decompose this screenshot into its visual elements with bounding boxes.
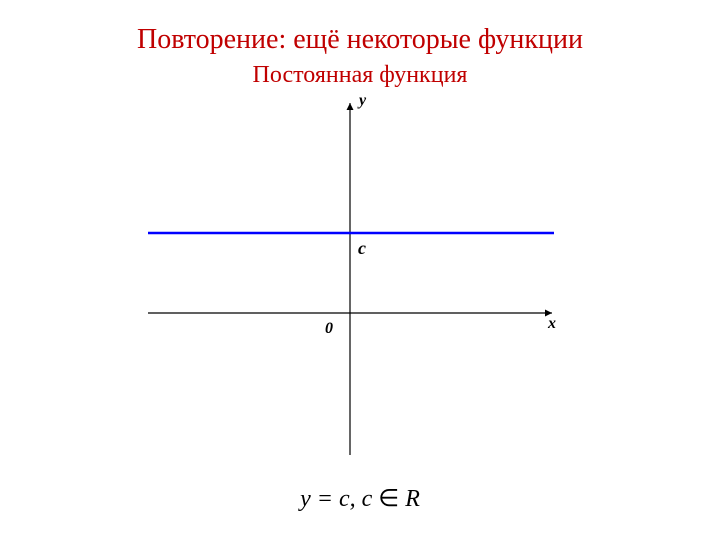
constant-c-label: c (358, 238, 366, 259)
formula-elem-symbol: ∈ (378, 486, 399, 512)
page-title: Повторение: ещё некоторые функции (0, 24, 720, 56)
formula-part-3: R (399, 486, 420, 512)
formula-part-1: y = c, c (300, 486, 378, 512)
x-axis-label: x (548, 315, 556, 333)
y-axis-label: y (359, 92, 366, 110)
chart-svg (0, 95, 720, 475)
page-subtitle: Постоянная функция (0, 62, 720, 89)
origin-label: 0 (325, 320, 333, 338)
formula-text: y = c, c ∈ R (0, 484, 720, 513)
